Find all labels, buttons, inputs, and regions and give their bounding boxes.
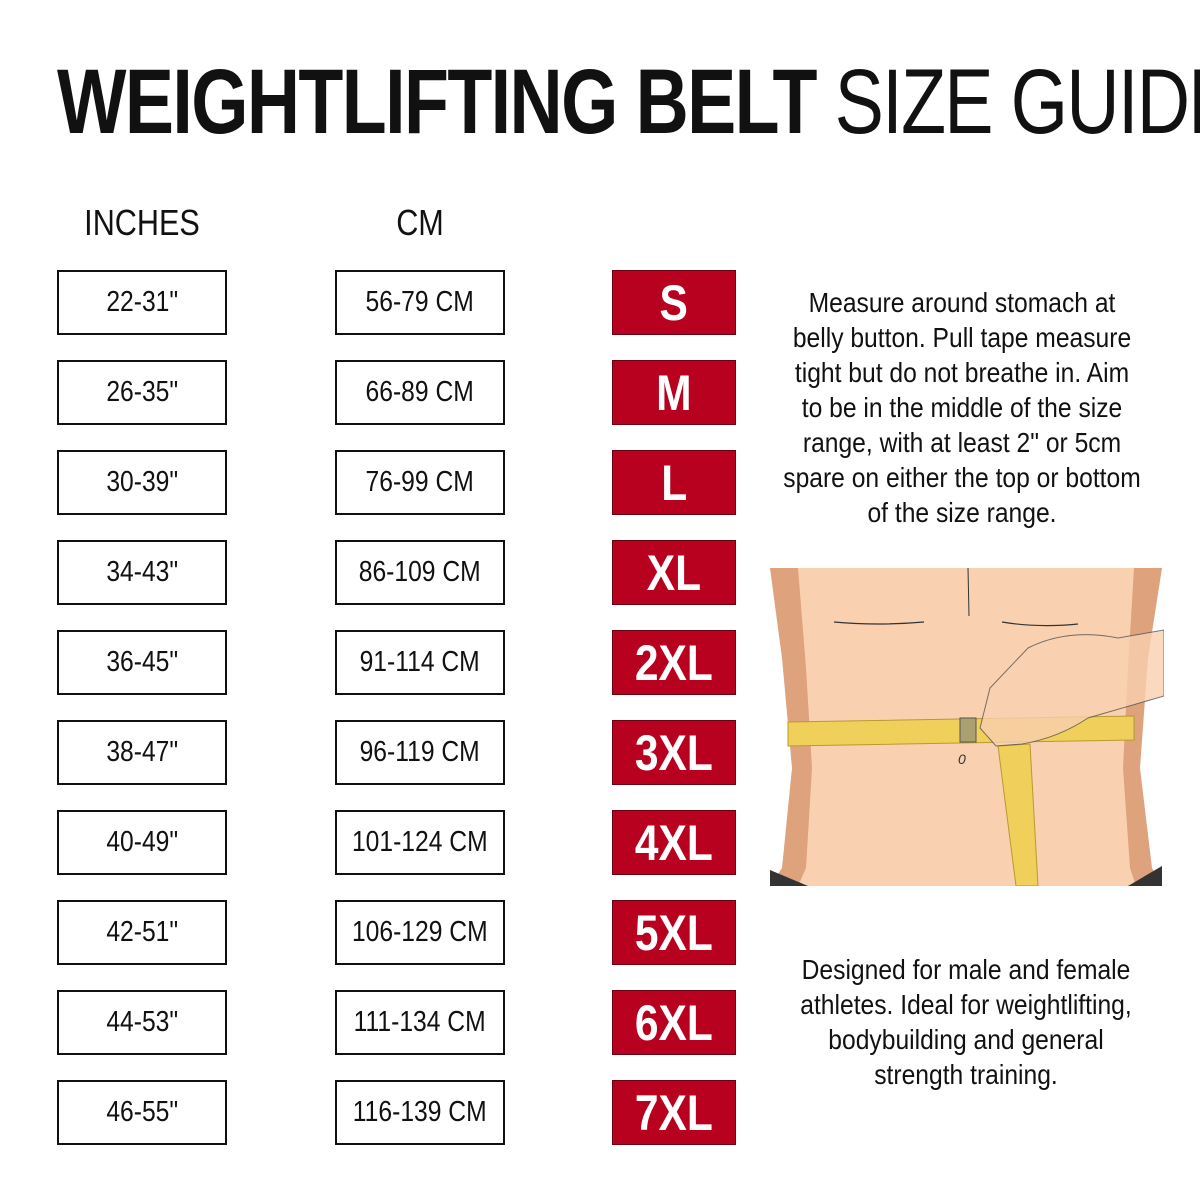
cm-cell: 56-79 CM (335, 270, 505, 335)
title-bold: WEIGHTLIFTING BELT (57, 51, 817, 153)
cm-cell: 66-89 CM (335, 360, 505, 425)
size-badge: 3XL (612, 720, 736, 785)
cm-cell: 116-139 CM (335, 1080, 505, 1145)
cm-cell: 76-99 CM (335, 450, 505, 515)
cm-cell: 86-109 CM (335, 540, 505, 605)
size-badge: 7XL (612, 1080, 736, 1145)
inches-header: INCHES (84, 202, 200, 243)
measuring-instructions: Measure around stomach at belly button. … (783, 287, 1141, 528)
inches-cell: 22-31" (57, 270, 227, 335)
size-badge: 6XL (612, 990, 736, 1055)
cm-cell: 101-124 CM (335, 810, 505, 875)
size-badge: 5XL (612, 900, 736, 965)
cm-cell: 91-114 CM (335, 630, 505, 695)
title-light: SIZE GUIDE (834, 51, 1200, 153)
inches-cell: 34-43" (57, 540, 227, 605)
tape-zero-label: 0 (958, 751, 966, 767)
cm-header: CM (396, 202, 444, 243)
size-badge: XL (612, 540, 736, 605)
inches-cell: 26-35" (57, 360, 227, 425)
size-badge: 4XL (612, 810, 736, 875)
size-badge: M (612, 360, 736, 425)
cm-cell: 111-134 CM (335, 990, 505, 1055)
product-description: Designed for male and female athletes. I… (800, 954, 1132, 1090)
inches-cell: 46-55" (57, 1080, 227, 1145)
inches-cell: 40-49" (57, 810, 227, 875)
inches-cell: 30-39" (57, 450, 227, 515)
inches-cell: 42-51" (57, 900, 227, 965)
inches-cell: 36-45" (57, 630, 227, 695)
cm-cell: 106-129 CM (335, 900, 505, 965)
inches-cell: 44-53" (57, 990, 227, 1055)
size-badge: L (612, 450, 736, 515)
waist-measurement-illustration: 0 (768, 568, 1164, 886)
cm-cell: 96-119 CM (335, 720, 505, 785)
size-badge: S (612, 270, 736, 335)
size-badge: 2XL (612, 630, 736, 695)
page-title: WEIGHTLIFTING BELT SIZE GUIDE (57, 51, 1200, 153)
inches-cell: 38-47" (57, 720, 227, 785)
